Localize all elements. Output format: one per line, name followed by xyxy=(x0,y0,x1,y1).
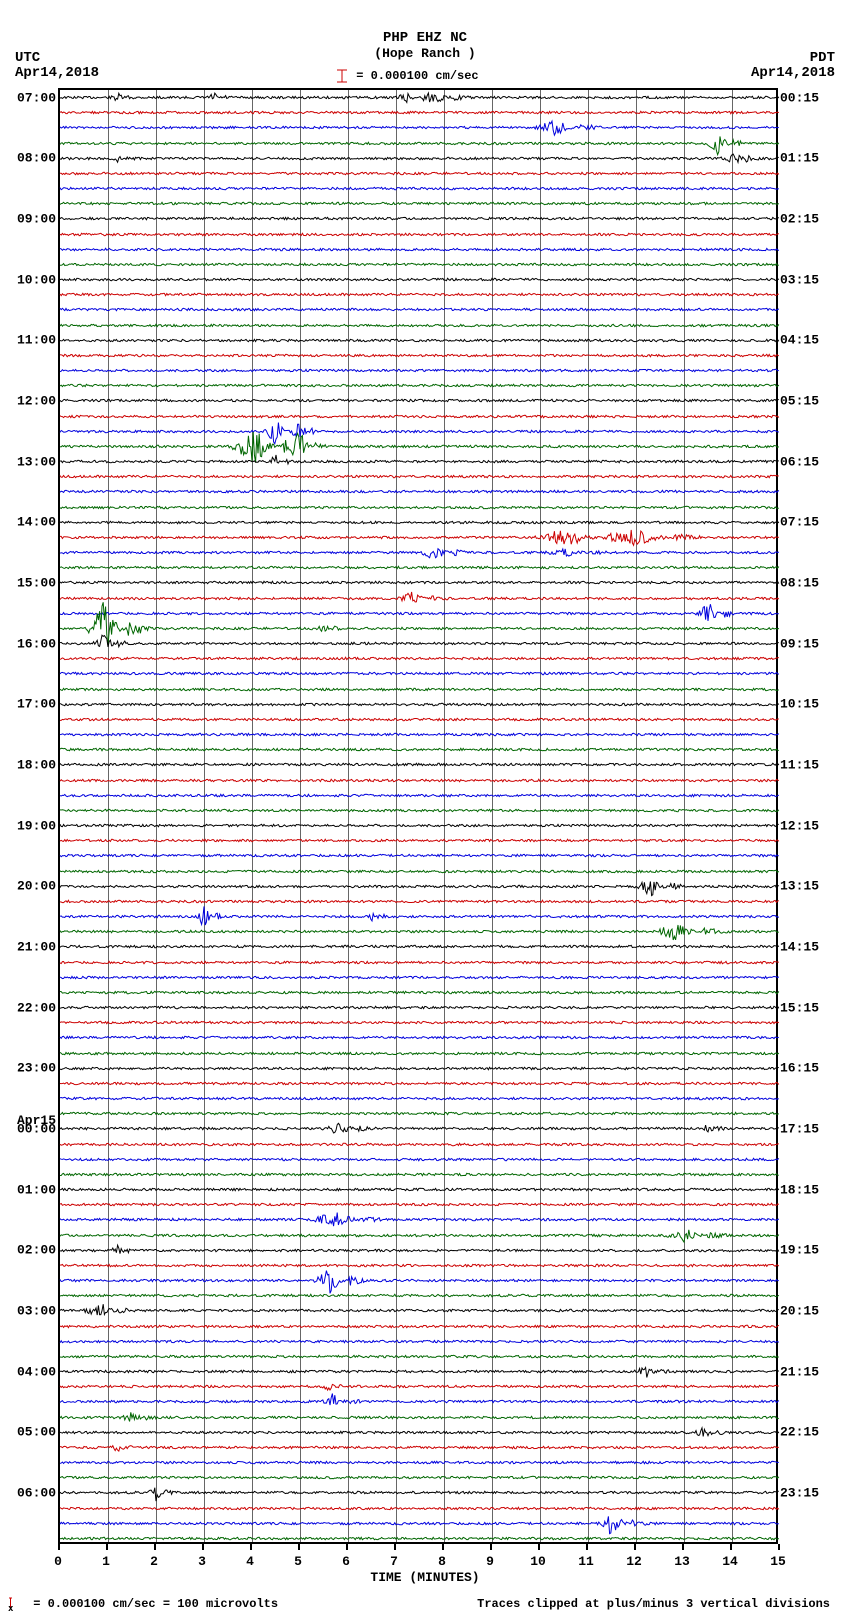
x-tick-label: 11 xyxy=(578,1554,594,1569)
x-tickmark xyxy=(634,1544,636,1550)
utc-time-label: 19:00 xyxy=(17,818,60,833)
utc-time-label: 01:00 xyxy=(17,1182,60,1197)
x-tick-label: 9 xyxy=(486,1554,494,1569)
utc-time-label: 23:00 xyxy=(17,1061,60,1076)
x-axis-title: TIME (MINUTES) xyxy=(0,1570,850,1585)
x-tick-label: 6 xyxy=(342,1554,350,1569)
local-time-label: 03:15 xyxy=(776,272,819,287)
x-tick-label: 14 xyxy=(722,1554,738,1569)
x-tickmark xyxy=(394,1544,396,1550)
x-tick-label: 8 xyxy=(438,1554,446,1569)
local-time-label: 07:15 xyxy=(776,515,819,530)
local-time-label: 00:15 xyxy=(776,90,819,105)
x-tick-label: 3 xyxy=(198,1554,206,1569)
local-time-label: 12:15 xyxy=(776,818,819,833)
x-tick-label: 4 xyxy=(246,1554,254,1569)
x-tickmark xyxy=(106,1544,108,1550)
scale-bar-icon: x xyxy=(8,1597,26,1611)
utc-time-label: 11:00 xyxy=(17,333,60,348)
utc-time-label: 13:00 xyxy=(17,454,60,469)
x-tickmark xyxy=(586,1544,588,1550)
x-tickmark xyxy=(682,1544,684,1550)
x-tick-label: 0 xyxy=(54,1554,62,1569)
local-time-label: 09:15 xyxy=(776,636,819,651)
x-tick-label: 7 xyxy=(390,1554,398,1569)
utc-time-label: 18:00 xyxy=(17,757,60,772)
local-time-label: 16:15 xyxy=(776,1061,819,1076)
utc-time-label: 16:00 xyxy=(17,636,60,651)
local-time-label: 14:15 xyxy=(776,939,819,954)
x-tickmark xyxy=(778,1544,780,1550)
utc-time-label: 12:00 xyxy=(17,393,60,408)
x-tickmark xyxy=(490,1544,492,1550)
local-time-label: 22:15 xyxy=(776,1425,819,1440)
footer-scale: x = 0.000100 cm/sec = 100 microvolts xyxy=(8,1597,278,1611)
utc-time-label: 22:00 xyxy=(17,1000,60,1015)
utc-time-label: 17:00 xyxy=(17,697,60,712)
local-time-label: 13:15 xyxy=(776,879,819,894)
local-time-label: 21:15 xyxy=(776,1364,819,1379)
local-time-label: 20:15 xyxy=(776,1303,819,1318)
x-tick-label: 13 xyxy=(674,1554,690,1569)
x-tickmark xyxy=(250,1544,252,1550)
utc-time-label: 05:00 xyxy=(17,1425,60,1440)
svg-text:x: x xyxy=(8,1604,14,1611)
utc-time-label: 03:00 xyxy=(17,1303,60,1318)
utc-time-label: 21:00 xyxy=(17,939,60,954)
utc-time-label: 08:00 xyxy=(17,151,60,166)
x-tickmark xyxy=(538,1544,540,1550)
local-time-label: 08:15 xyxy=(776,575,819,590)
local-time-label: 05:15 xyxy=(776,393,819,408)
local-time-label: 06:15 xyxy=(776,454,819,469)
x-tickmark xyxy=(346,1544,348,1550)
x-tickmark xyxy=(202,1544,204,1550)
local-time-label: 02:15 xyxy=(776,211,819,226)
x-tick-label: 12 xyxy=(626,1554,642,1569)
x-tickmark xyxy=(730,1544,732,1550)
utc-time-label: 00:00 xyxy=(17,1121,60,1136)
local-time-label: 04:15 xyxy=(776,333,819,348)
x-tickmark xyxy=(442,1544,444,1550)
x-tickmark xyxy=(154,1544,156,1550)
local-time-label: 18:15 xyxy=(776,1182,819,1197)
utc-time-label: 02:00 xyxy=(17,1243,60,1258)
local-time-label: 17:15 xyxy=(776,1121,819,1136)
x-tick-label: 5 xyxy=(294,1554,302,1569)
x-tickmark xyxy=(58,1544,60,1550)
footer-clip-note: Traces clipped at plus/minus 3 vertical … xyxy=(477,1597,830,1611)
local-time-label: 11:15 xyxy=(776,757,819,772)
utc-time-label: 10:00 xyxy=(17,272,60,287)
local-time-label: 19:15 xyxy=(776,1243,819,1258)
utc-time-label: 04:00 xyxy=(17,1364,60,1379)
station-code: PHP EHZ NC xyxy=(0,30,850,46)
x-tick-label: 2 xyxy=(150,1554,158,1569)
x-tick-label: 15 xyxy=(770,1554,786,1569)
local-time-label: 01:15 xyxy=(776,151,819,166)
utc-time-label: 15:00 xyxy=(17,575,60,590)
utc-time-label: 06:00 xyxy=(17,1485,60,1500)
utc-time-label: 20:00 xyxy=(17,879,60,894)
local-time-label: 15:15 xyxy=(776,1000,819,1015)
utc-time-label: 07:00 xyxy=(17,90,60,105)
x-tick-label: 1 xyxy=(102,1554,110,1569)
local-time-label: 23:15 xyxy=(776,1485,819,1500)
right-timezone: PDT xyxy=(810,50,835,66)
utc-time-label: 14:00 xyxy=(17,515,60,530)
x-tickmark xyxy=(298,1544,300,1550)
left-timezone: UTC xyxy=(15,50,40,66)
utc-time-label: 09:00 xyxy=(17,211,60,226)
local-time-label: 10:15 xyxy=(776,697,819,712)
seismogram-plot: 07:0008:0009:0010:0011:0012:0013:0014:00… xyxy=(58,88,778,1544)
x-tick-label: 10 xyxy=(530,1554,546,1569)
